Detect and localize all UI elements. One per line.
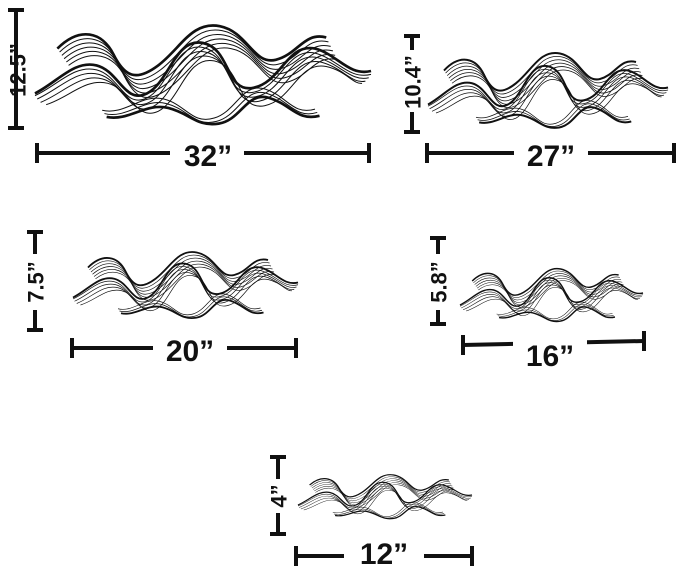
height-label: 10.4” [401, 55, 426, 109]
wave-artwork-icon [297, 473, 473, 520]
height-label: 7.5” [24, 261, 49, 303]
size-option-4: 5.8” 16” [426, 236, 646, 373]
size-option-5: 4” 12” [266, 455, 474, 569]
height-label: 5.8” [427, 261, 452, 303]
width-label: 27” [527, 140, 575, 173]
wave-artwork-icon [72, 251, 299, 320]
wave-artwork-icon [459, 267, 644, 323]
size-option-3: 7.5” 20” [23, 230, 299, 368]
width-label: 32” [184, 140, 232, 173]
size-option-2: 10.4” 27” [400, 34, 676, 173]
wave-artwork-icon [426, 51, 670, 129]
height-label: 4” [267, 484, 292, 507]
width-label: 16” [526, 340, 574, 373]
height-label: 12.5” [6, 43, 31, 97]
wave-artwork-icon [33, 24, 373, 126]
size-option-1: 12.5” 32” [6, 8, 373, 173]
height-dimension-bar [8, 8, 24, 130]
width-label: 20” [166, 335, 214, 368]
width-label: 12” [360, 538, 408, 569]
